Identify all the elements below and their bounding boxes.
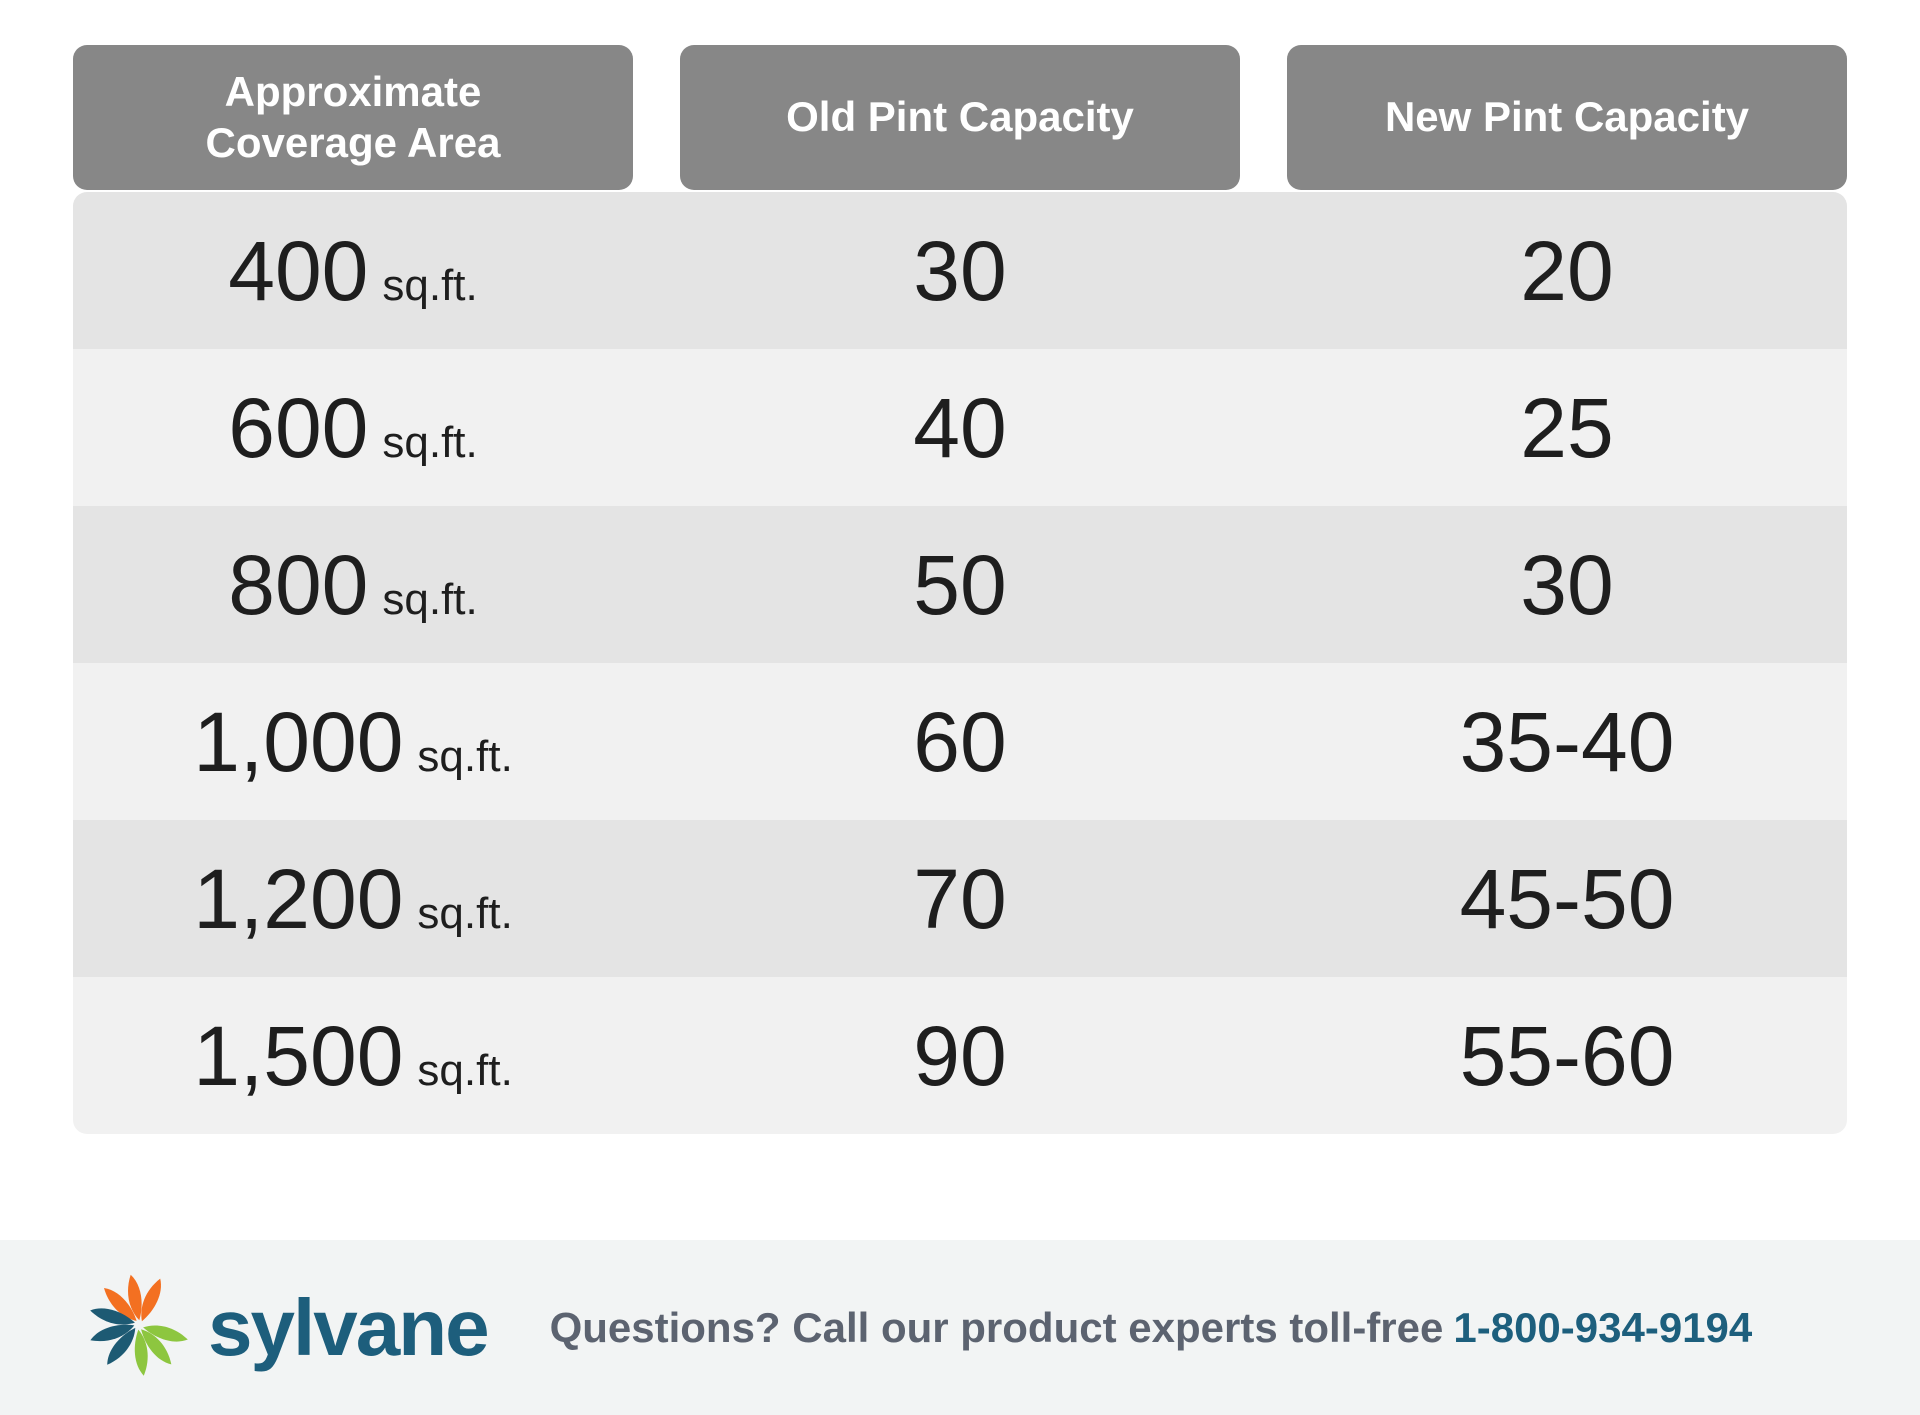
new-capacity-cell: 55-60 <box>1459 1008 1675 1103</box>
table-row: 1,000 sq.ft. 60 35-40 <box>73 663 1847 820</box>
coverage-area-cell: 1,000 sq.ft. <box>73 663 633 820</box>
old-capacity-cell: 60 <box>913 694 1007 789</box>
coverage-area-cell: 600 sq.ft. <box>73 349 633 506</box>
new-capacity-cell: 30 <box>1520 537 1614 632</box>
table-body: 400 sq.ft. 30 20 600 sq.ft. 40 25 800 sq.ft… <box>73 192 1847 1134</box>
capacity-comparison-table: Approximate Coverage Area Old Pint Capac… <box>73 45 1847 1134</box>
old-capacity-cell: 50 <box>913 537 1007 632</box>
old-capacity-cell: 30 <box>913 223 1007 318</box>
area-value: 1,000 <box>193 694 404 789</box>
logo-wordmark: sylvane <box>208 1282 490 1372</box>
coverage-area-cell: 400 sq.ft. <box>73 192 633 349</box>
area-unit: sq.ft. <box>417 1045 513 1095</box>
area-value: 400 <box>228 223 369 318</box>
header-old-pint-capacity: Old Pint Capacity <box>680 45 1240 190</box>
old-capacity-cell: 90 <box>913 1008 1007 1103</box>
header-coverage-area: Approximate Coverage Area <box>73 45 633 190</box>
header-new-pint-capacity: New Pint Capacity <box>1287 45 1847 190</box>
header-old-pint-capacity-label: Old Pint Capacity <box>786 93 1134 141</box>
new-capacity-cell: 20 <box>1520 223 1614 318</box>
area-unit: sq.ft. <box>382 417 478 467</box>
coverage-area-cell: 1,500 sq.ft. <box>73 977 633 1134</box>
header-coverage-area-label: Approximate Coverage Area <box>205 68 501 166</box>
new-capacity-cell: 45-50 <box>1459 851 1675 946</box>
table-row: 400 sq.ft. 30 20 <box>73 192 1847 349</box>
area-unit: sq.ft. <box>417 731 513 781</box>
footer: sylvane Questions? Call our product expe… <box>0 1240 1920 1415</box>
area-unit: sq.ft. <box>382 574 478 624</box>
old-capacity-cell: 40 <box>913 380 1007 475</box>
new-capacity-cell: 35-40 <box>1459 694 1675 789</box>
area-value: 800 <box>228 537 369 632</box>
area-value: 1,500 <box>193 1008 404 1103</box>
old-capacity-cell: 70 <box>913 851 1007 946</box>
table-row: 1,500 sq.ft. 90 55-60 <box>73 977 1847 1134</box>
area-value: 1,200 <box>193 851 404 946</box>
area-unit: sq.ft. <box>382 260 478 310</box>
table-row: 1,200 sq.ft. 70 45-50 <box>73 820 1847 977</box>
new-capacity-cell: 25 <box>1520 380 1614 475</box>
footer-message: Questions? Call our product experts toll… <box>550 1304 1753 1352</box>
table-header-row: Approximate Coverage Area Old Pint Capac… <box>73 45 1847 190</box>
sylvane-logo: sylvane <box>80 1272 490 1384</box>
pinwheel-icon <box>90 1274 188 1376</box>
table-row: 600 sq.ft. 40 25 <box>73 349 1847 506</box>
coverage-area-cell: 1,200 sq.ft. <box>73 820 633 977</box>
footer-question-text: Questions? Call our product experts toll… <box>549 1303 1444 1351</box>
footer-phone-number: 1-800-934-9194 <box>1453 1303 1753 1351</box>
area-unit: sq.ft. <box>417 888 513 938</box>
coverage-area-cell: 800 sq.ft. <box>73 506 633 663</box>
table-row: 800 sq.ft. 50 30 <box>73 506 1847 663</box>
header-new-pint-capacity-label: New Pint Capacity <box>1384 93 1750 141</box>
area-value: 600 <box>228 380 369 475</box>
